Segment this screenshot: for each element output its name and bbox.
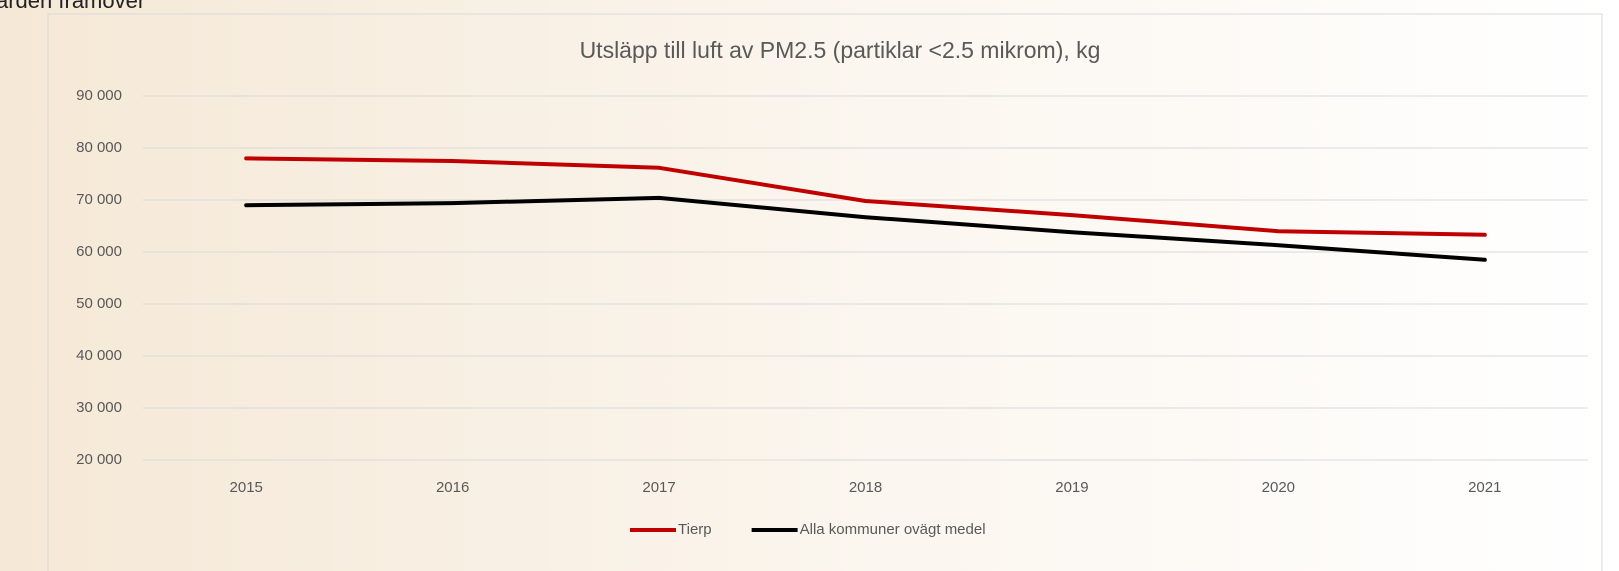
legend-label: Tierp	[678, 521, 712, 538]
caption: arden framöver	[0, 0, 145, 13]
y-tick-label: 20 000	[76, 451, 122, 468]
line-series	[244, 195, 1487, 262]
x-tick-label: 2021	[1468, 479, 1501, 496]
x-tick-label: 2017	[642, 479, 675, 496]
chart-frame	[47, 13, 1603, 571]
legend-label: Alla kommuner ovägt medel	[800, 521, 986, 538]
x-tick-label: 2016	[436, 479, 469, 496]
x-tick-label: 2015	[230, 479, 263, 496]
y-tick-label: 80 000	[76, 139, 122, 156]
x-tick-label: 2020	[1262, 479, 1295, 496]
y-tick-label: 70 000	[76, 191, 122, 208]
y-tick-label: 30 000	[76, 399, 122, 416]
x-tick-label: 2019	[1055, 479, 1088, 496]
x-tick-label: 2018	[849, 479, 882, 496]
y-tick-label: 90 000	[76, 87, 122, 104]
y-tick-label: 40 000	[76, 347, 122, 364]
chart-title: Utsläpp till luft av PM2.5 (partiklar <2…	[580, 37, 1101, 63]
y-tick-label: 50 000	[76, 295, 122, 312]
line-series	[244, 156, 1487, 237]
y-tick-label: 60 000	[76, 243, 122, 260]
